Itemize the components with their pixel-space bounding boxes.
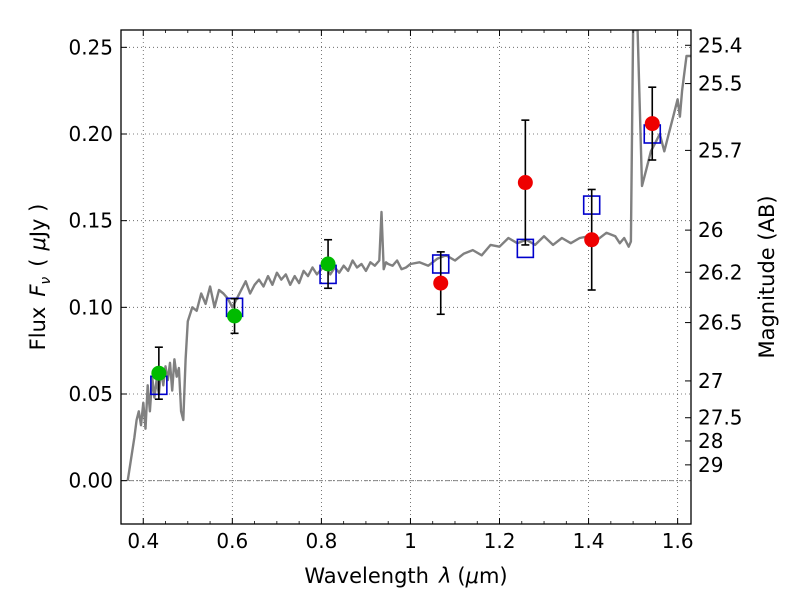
observed-nir-point [517,175,533,191]
mag-tick-label: 26 [698,218,723,242]
sed-model-curve [126,30,691,481]
observed-optical-point [151,365,167,381]
y-tick-label: 0.00 [68,469,113,493]
y-tick-label: 0.25 [68,35,113,59]
mag-tick-label: 26.5 [698,311,743,335]
x-tick-label: 0.4 [127,529,159,553]
x-axis-label: Wavelength λ (μm) [304,564,507,588]
mag-tick-label: 29 [698,453,723,477]
observed-optical-point [227,308,243,324]
mag-tick-label: 25.5 [698,72,743,96]
x-tick-label: 1.6 [662,529,694,553]
mag-tick-label: 27.5 [698,406,743,430]
mag-tick-label: 28 [698,429,723,453]
plot-area-content [126,30,691,481]
observed-nir-point [584,232,600,248]
mag-tick-label: 25.4 [698,33,743,57]
observed-nir-point [433,275,449,291]
x-tick-label: 1 [404,529,417,553]
y-tick-label: 0.15 [68,209,113,233]
y-tick-label: 0.05 [68,382,113,406]
mag-tick-label: 25.7 [698,138,743,162]
mag-tick-label: 27 [698,369,723,393]
observed-optical-point [320,256,336,272]
x-tick-label: 1.2 [484,529,516,553]
y-axis-label: FluxFν(μJy ) [26,204,54,351]
axis-ticks: 0.4 0.6 0.8 1 1.2 1.4 1.6 0.00 0.05 0.10 0.15 0.20 0… [68,30,743,553]
x-tick-label: 1.4 [573,529,605,553]
x-tick-label: 0.8 [305,529,337,553]
observed-nir-point [644,116,660,132]
y-tick-label: 0.20 [68,122,113,146]
y2-axis-label: Magnitude (AB) [755,195,779,358]
mag-tick-label: 26.2 [698,260,743,284]
plot-frame [120,29,692,525]
y-tick-label: 0.10 [68,295,113,319]
grid-lines [121,30,691,524]
x-tick-label: 0.6 [216,529,248,553]
